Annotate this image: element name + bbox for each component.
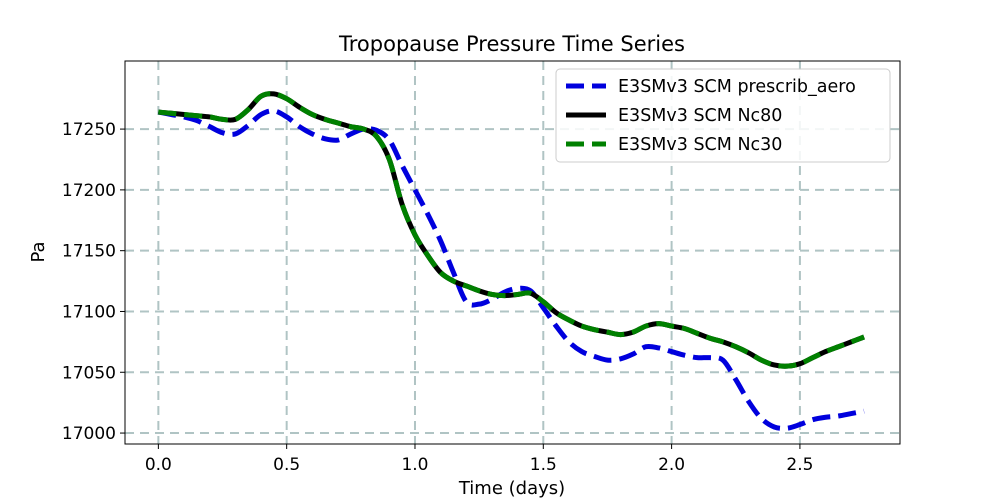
legend-label: E3SMv3 SCM Nc30 — [618, 135, 782, 155]
y-tick-label: 17100 — [62, 302, 116, 322]
tick-layer: 0.0 0.5 1.0 1.5 2.0 2.5 17000 17050 17100 17150 17… — [62, 120, 814, 475]
legend-label: E3SMv3 SCM Nc80 — [618, 106, 782, 126]
x-tick-label: 2.0 — [658, 455, 685, 475]
series-line-prescrib-aero — [157, 108, 865, 431]
series-layer — [157, 91, 865, 431]
y-axis-label: Pa — [28, 241, 49, 262]
y-tick-label: 17150 — [62, 242, 116, 262]
x-tick-label: 1.0 — [401, 455, 428, 475]
chart-title: Tropopause Pressure Time Series — [338, 32, 685, 56]
x-axis-label: Time (days) — [458, 478, 565, 499]
y-tick-label: 17200 — [62, 181, 116, 201]
y-tick-label: 17250 — [62, 120, 116, 140]
x-tick-label: 0.5 — [273, 455, 300, 475]
legend: E3SMv3 SCM prescrib_aero E3SMv3 SCM Nc80 E… — [555, 68, 891, 163]
x-tick-label: 1.5 — [530, 455, 557, 475]
x-tick-label: 0.0 — [145, 455, 172, 475]
series-line-nc30 — [158, 91, 865, 369]
legend-label: E3SMv3 SCM prescrib_aero — [618, 77, 856, 97]
y-tick-label: 17000 — [62, 424, 116, 444]
y-tick-label: 17050 — [62, 363, 116, 383]
x-tick-label: 2.5 — [786, 455, 813, 475]
plot-frame — [124, 60, 901, 445]
legend-box — [555, 68, 891, 163]
